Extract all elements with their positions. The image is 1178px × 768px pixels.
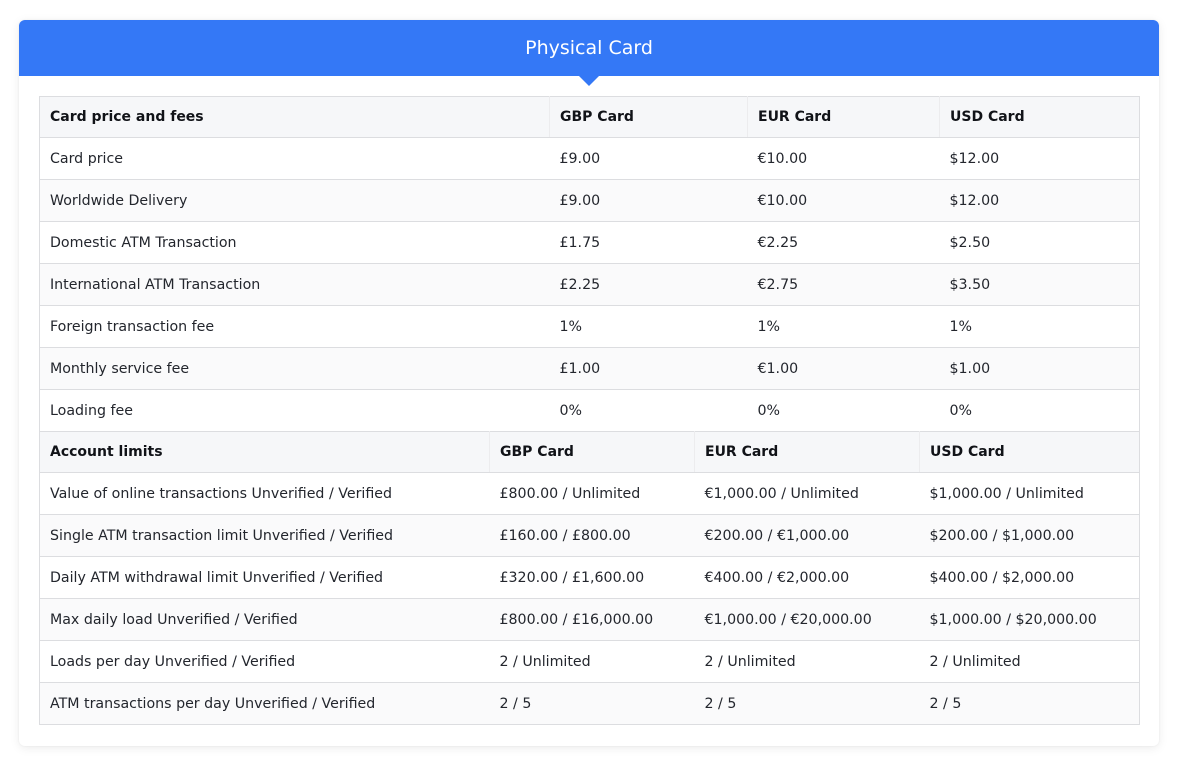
- limit-gbp: £160.00 / £800.00: [489, 514, 695, 557]
- fees-col-header: Card price and fees: [39, 96, 550, 138]
- fee-gbp: £2.25: [549, 263, 748, 306]
- table-row: International ATM Transaction £2.25 €2.7…: [39, 263, 1140, 306]
- limit-usd: 2 / 5: [919, 682, 1140, 725]
- table-row: Single ATM transaction limit Unverified …: [39, 514, 1140, 557]
- limits-col-header: Account limits: [39, 431, 490, 473]
- fee-label: Worldwide Delivery: [39, 179, 550, 222]
- fee-label: Domestic ATM Transaction: [39, 221, 550, 264]
- limit-eur: 2 / Unlimited: [694, 640, 920, 683]
- limit-usd: $400.00 / $2,000.00: [919, 556, 1140, 599]
- fee-label: Foreign transaction fee: [39, 305, 550, 348]
- table-row: Daily ATM withdrawal limit Unverified / …: [39, 556, 1140, 599]
- limit-label: Max daily load Unverified / Verified: [39, 598, 490, 641]
- limit-usd: $1,000.00 / Unlimited: [919, 472, 1140, 515]
- fee-eur: 1%: [747, 305, 940, 348]
- fee-eur: €10.00: [747, 137, 940, 180]
- fee-label: Monthly service fee: [39, 347, 550, 390]
- limits-header-row: Account limits GBP Card EUR Card USD Car…: [39, 431, 1140, 473]
- limit-usd: $200.00 / $1,000.00: [919, 514, 1140, 557]
- limit-eur: €1,000.00 / €20,000.00: [694, 598, 920, 641]
- limit-gbp: 2 / 5: [489, 682, 695, 725]
- limits-col-header-eur: EUR Card: [694, 431, 920, 473]
- fee-label: International ATM Transaction: [39, 263, 550, 306]
- fees-header-row: Card price and fees GBP Card EUR Card US…: [39, 96, 1140, 138]
- table-row: Loading fee 0% 0% 0%: [39, 389, 1140, 432]
- limit-eur: €400.00 / €2,000.00: [694, 556, 920, 599]
- table-row: ATM transactions per day Unverified / Ve…: [39, 682, 1140, 725]
- limits-col-header-gbp: GBP Card: [489, 431, 695, 473]
- fee-usd: 0%: [939, 389, 1140, 432]
- fee-gbp: £1.75: [549, 221, 748, 264]
- limits-col-header-usd: USD Card: [919, 431, 1140, 473]
- limit-label: Value of online transactions Unverified …: [39, 472, 490, 515]
- fee-eur: €2.75: [747, 263, 940, 306]
- table-row: Value of online transactions Unverified …: [39, 472, 1140, 515]
- limit-eur: €1,000.00 / Unlimited: [694, 472, 920, 515]
- fee-gbp: 0%: [549, 389, 748, 432]
- fee-label: Card price: [39, 137, 550, 180]
- limit-gbp: £800.00 / £16,000.00: [489, 598, 695, 641]
- limit-usd: 2 / Unlimited: [919, 640, 1140, 683]
- table-row: Loads per day Unverified / Verified 2 / …: [39, 640, 1140, 683]
- table-row: Card price £9.00 €10.00 $12.00: [39, 137, 1140, 180]
- fee-gbp: 1%: [549, 305, 748, 348]
- limit-label: Loads per day Unverified / Verified: [39, 640, 490, 683]
- table-row: Foreign transaction fee 1% 1% 1%: [39, 305, 1140, 348]
- header-caret: [579, 76, 599, 86]
- fee-usd: $2.50: [939, 221, 1140, 264]
- panel-header: Physical Card: [19, 20, 1159, 76]
- fee-gbp: £9.00: [549, 137, 748, 180]
- fee-gbp: £9.00: [549, 179, 748, 222]
- fee-usd: 1%: [939, 305, 1140, 348]
- limit-label: Daily ATM withdrawal limit Unverified / …: [39, 556, 490, 599]
- limit-eur: 2 / 5: [694, 682, 920, 725]
- limits-table: Account limits GBP Card EUR Card USD Car…: [39, 431, 1140, 725]
- limit-gbp: 2 / Unlimited: [489, 640, 695, 683]
- fee-eur: €10.00: [747, 179, 940, 222]
- fee-usd: $12.00: [939, 179, 1140, 222]
- fee-usd: $1.00: [939, 347, 1140, 390]
- fees-col-header-eur: EUR Card: [747, 96, 940, 138]
- fee-eur: €2.25: [747, 221, 940, 264]
- table-row: Domestic ATM Transaction £1.75 €2.25 $2.…: [39, 221, 1140, 264]
- physical-card-panel: Physical Card Card price and fees GBP Ca…: [19, 20, 1159, 746]
- limit-gbp: £320.00 / £1,600.00: [489, 556, 695, 599]
- limit-label: Single ATM transaction limit Unverified …: [39, 514, 490, 557]
- table-row: Max daily load Unverified / Verified £80…: [39, 598, 1140, 641]
- panel-title: Physical Card: [525, 37, 653, 59]
- limit-usd: $1,000.00 / $20,000.00: [919, 598, 1140, 641]
- fee-eur: 0%: [747, 389, 940, 432]
- fees-table: Card price and fees GBP Card EUR Card US…: [39, 96, 1140, 432]
- fee-usd: $3.50: [939, 263, 1140, 306]
- fee-label: Loading fee: [39, 389, 550, 432]
- limit-label: ATM transactions per day Unverified / Ve…: [39, 682, 490, 725]
- fee-usd: $12.00: [939, 137, 1140, 180]
- fee-gbp: £1.00: [549, 347, 748, 390]
- limit-gbp: £800.00 / Unlimited: [489, 472, 695, 515]
- fees-col-header-usd: USD Card: [939, 96, 1140, 138]
- table-row: Worldwide Delivery £9.00 €10.00 $12.00: [39, 179, 1140, 222]
- fee-eur: €1.00: [747, 347, 940, 390]
- fees-col-header-gbp: GBP Card: [549, 96, 748, 138]
- table-row: Monthly service fee £1.00 €1.00 $1.00: [39, 347, 1140, 390]
- limit-eur: €200.00 / €1,000.00: [694, 514, 920, 557]
